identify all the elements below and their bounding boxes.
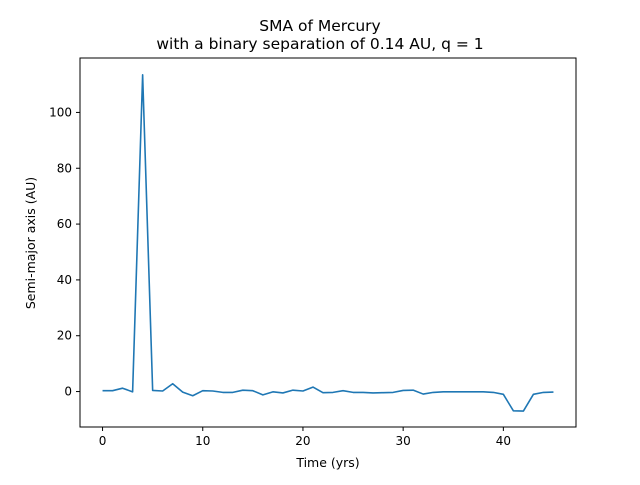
y-axis-label: Semi-major axis (AU): [23, 177, 38, 309]
y-tick-label: 20: [57, 329, 72, 343]
y-axis-ticks: 0 20 40 60 80 100: [49, 105, 80, 398]
chart-subtitle: with a binary separation of 0.14 AU, q =…: [156, 35, 483, 53]
y-tick-label: 60: [57, 217, 72, 231]
x-tick-label: 30: [396, 434, 411, 448]
plot-area-frame: [80, 58, 576, 427]
x-axis-label: Time (yrs): [295, 455, 359, 470]
x-tick-label: 0: [99, 434, 107, 448]
y-tick-label: 80: [57, 161, 72, 175]
series-line: [103, 75, 554, 411]
chart-title: SMA of Mercury: [259, 17, 380, 35]
x-tick-label: 20: [295, 434, 310, 448]
y-tick-label: 100: [49, 105, 72, 119]
x-axis-ticks: 0 10 20 30 40: [99, 427, 511, 448]
x-tick-label: 40: [496, 434, 511, 448]
x-tick-label: 10: [195, 434, 210, 448]
plot-data-layer: [102, 75, 553, 412]
y-tick-label: 40: [57, 273, 72, 287]
y-tick-label: 0: [64, 385, 72, 399]
